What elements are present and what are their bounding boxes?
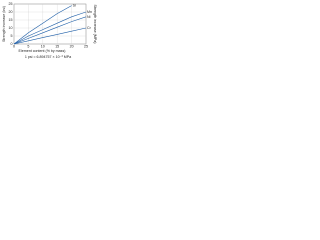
y-tick-label: 25 [9,2,13,6]
series-line [13,5,72,45]
x-tick-label: 10 [41,44,45,48]
x-tick-label: 15 [55,44,59,48]
y-axis-label: Strength increase (ksi) [2,6,6,42]
series-line [13,16,87,45]
series-label: Ni [87,15,91,19]
y-tick-label: 5 [11,34,13,38]
chart: Strength increase (ksi) Strength increas… [0,0,100,61]
y2-axis-label: Strength increase (MPa) [93,5,97,44]
y-tick-label: 20 [9,10,13,14]
series-label: Cr [87,26,92,30]
page: Strength increase (ksi) Strength increas… [0,0,320,66]
y-tick-label: 15 [9,18,13,22]
x-tick-label: 25 [84,44,88,48]
series-label: Mn [87,10,92,14]
note: 1 psi = 6.894757 × 10⁻³ MPa [25,55,71,59]
series-label: Si [73,4,76,8]
x-tick-label: 5 [27,44,29,48]
x-axis-label: Element content (% by mass) [19,49,66,53]
series-line [13,11,87,45]
x-tick-label: 20 [70,44,74,48]
y-tick-label: 10 [9,26,13,30]
y-tick-label: 0 [11,42,13,46]
x-tick-label: 0 [13,44,15,48]
series-line [13,27,87,45]
